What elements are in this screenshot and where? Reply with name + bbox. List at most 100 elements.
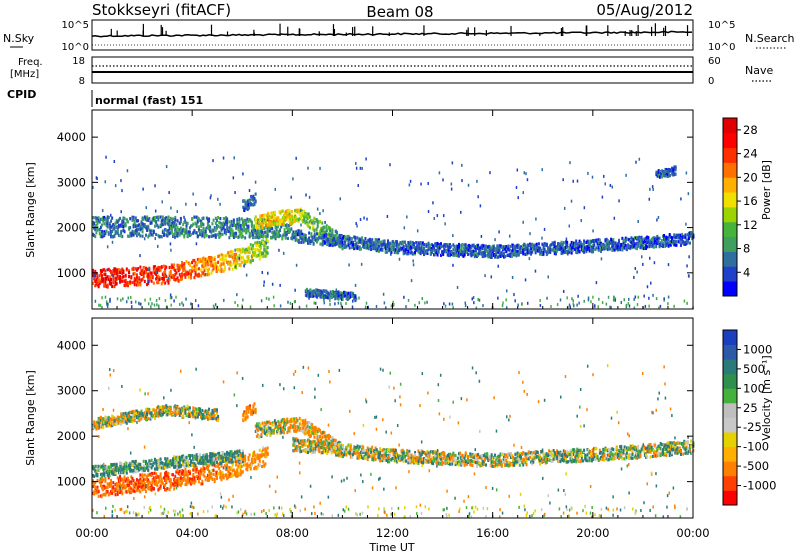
range-cell [449,246,451,249]
range-cell [441,250,443,253]
range-cell [108,231,110,234]
range-cell [560,298,562,301]
range-cell [112,486,114,489]
range-cell [588,298,590,301]
range-cell [592,250,594,253]
range-cell [279,229,281,232]
range-cell [151,280,153,283]
range-cell [557,303,559,306]
range-cell [156,303,158,306]
range-cell [131,281,133,284]
range-cell [118,469,120,472]
range-cell [208,268,210,271]
range-cell [501,251,503,254]
range-cell [319,212,321,215]
range-cell [147,484,149,487]
range-cell [295,219,297,222]
range-cell [290,302,292,305]
range-cell [217,472,219,475]
range-cell [276,229,278,232]
range-cell [313,302,315,305]
range-cell [300,241,302,244]
range-cell [145,271,147,274]
range-cell [443,214,445,217]
range-cell [195,203,197,206]
range-cell [389,163,391,166]
range-cell [250,234,252,237]
range-cell [273,296,275,299]
range-cell [183,476,185,479]
range-cell [262,271,264,274]
range-cell [153,231,155,234]
range-cell [154,184,156,187]
range-cell [646,245,648,248]
range-cell [656,297,658,300]
range-cell [112,481,114,484]
range-cell [192,223,194,226]
range-cell [129,280,131,283]
range-cell [481,235,483,238]
range-cell [564,207,566,210]
range-cell [365,306,367,309]
range-cell [306,305,308,308]
range-cell [491,256,493,259]
range-cell [583,251,585,254]
range-cell [183,456,185,459]
range-cell [200,472,202,475]
freq-label: Freq. [18,57,43,68]
range-cell [195,479,197,482]
range-cell [509,249,511,252]
range-cell [198,273,200,276]
colorbar-swatch [723,252,737,267]
range-cell [249,247,251,250]
range-cell [196,268,198,271]
range-cell [497,297,499,300]
range-cell [618,241,620,244]
range-cell [668,238,670,241]
range-cell [207,263,209,266]
range-cell [452,303,454,306]
range-cell [263,284,265,287]
range-cell [452,248,454,251]
range-cell [106,230,108,233]
range-cell [231,220,233,223]
range-cell [266,242,268,245]
range-cell [467,253,469,256]
range-cell [219,203,221,206]
frequency-panel: Freq. [MHz] 18 8 60 0 Nave [10,56,773,87]
range-cell [135,300,137,303]
range-cell [267,233,269,236]
range-cell [324,221,326,224]
range-cell [399,258,401,261]
range-cell [183,465,185,468]
range-cell [219,234,221,237]
range-cell [414,304,416,307]
noise-tick-top-right: 10^5 [708,20,735,31]
range-cell [142,188,144,191]
range-cell [151,229,153,232]
range-cell [498,265,500,268]
range-cell [184,218,186,221]
beam-title: Beam 08 [366,3,433,21]
range-cell [381,249,383,252]
range-cell [345,244,347,247]
range-cell [115,493,117,496]
range-cell [109,300,111,303]
range-cell [366,218,368,221]
range-cell [105,296,107,299]
range-cell [241,232,243,235]
range-cell [348,263,350,266]
range-cell [338,302,340,305]
range-cell [313,217,315,220]
range-cell [215,465,217,468]
range-cell [267,246,269,249]
range-cell [465,243,467,246]
range-cell [162,215,164,218]
range-cell [142,474,144,477]
range-cell [402,242,404,245]
range-cell [126,471,128,474]
range-cell [191,218,193,221]
range-cell [415,241,417,244]
range-cell [144,280,146,283]
range-cell [255,200,257,203]
